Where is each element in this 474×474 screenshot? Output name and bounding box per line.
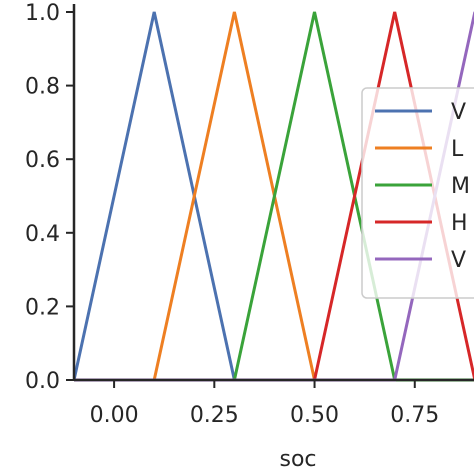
legend-label-1: L <box>451 137 464 162</box>
x-tick-label: 0.50 <box>290 403 339 428</box>
y-tick-label: 1.0 <box>25 1 60 26</box>
y-tick-label: 0.2 <box>25 295 60 320</box>
x-tick-label: 0.25 <box>190 403 239 428</box>
legend-label-0: V <box>451 100 466 125</box>
y-tick-label: 0.0 <box>25 369 60 394</box>
x-axis-label: soc <box>279 447 316 472</box>
x-tick-label: 0.00 <box>90 403 139 428</box>
x-tick-label: 0.75 <box>390 403 439 428</box>
axes-layer: 0.00.20.40.60.81.00.000.250.500.751. <box>25 1 474 428</box>
legend-label-4: V <box>451 248 466 273</box>
y-tick-label: 0.4 <box>25 222 60 247</box>
legend-label-2: M <box>451 174 470 199</box>
legend-frame <box>361 87 474 299</box>
y-tick-label: 0.6 <box>25 148 60 173</box>
y-tick-label: 0.8 <box>25 75 60 100</box>
legend-label-3: H <box>451 211 468 236</box>
